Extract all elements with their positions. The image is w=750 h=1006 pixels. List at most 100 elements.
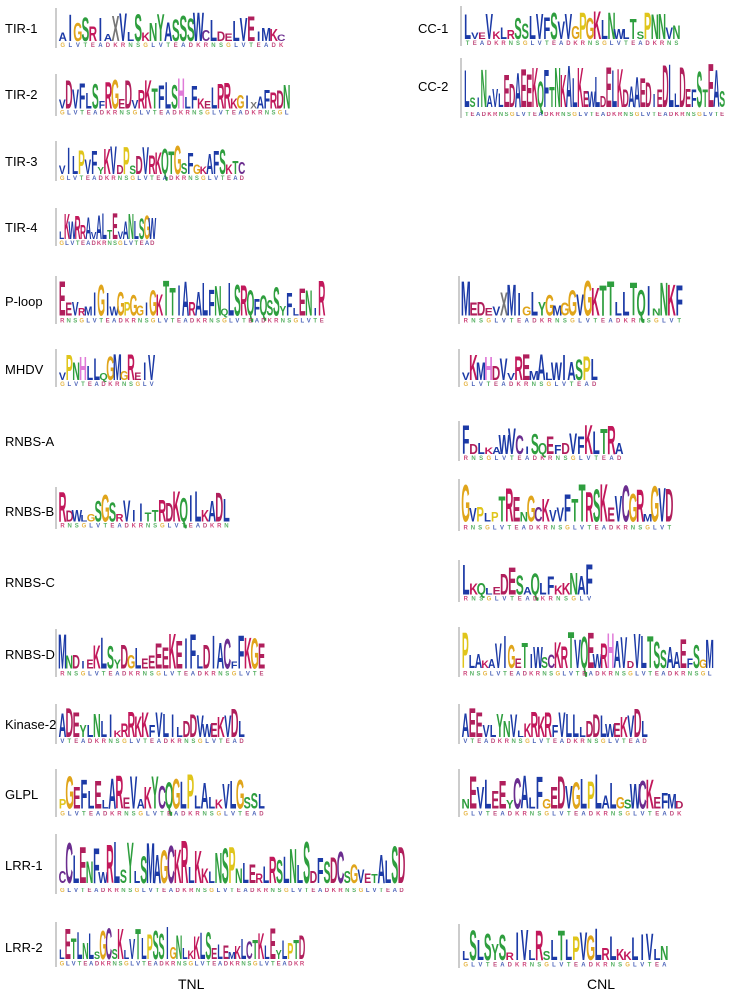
logo-letter-minor: A xyxy=(318,888,323,894)
logo-letter: S xyxy=(181,160,188,178)
motif-label-lrr2: LRR-2 xyxy=(5,940,43,955)
logo-letter-minor: L xyxy=(635,672,639,678)
logo-letter-minor: R xyxy=(524,382,529,388)
logo-letter-minor: E xyxy=(91,43,95,49)
logo-letter: V xyxy=(658,479,666,533)
logo-letter-minor: K xyxy=(101,962,106,968)
logo-letter-minor: L xyxy=(300,319,304,325)
logo-letter-minor: T xyxy=(230,888,234,894)
logo-letter: C xyxy=(277,33,286,43)
logo-letter: K xyxy=(144,780,152,815)
logo-letter: G xyxy=(251,629,259,678)
logo-letter: C xyxy=(158,780,166,816)
logo-letter-minor: D xyxy=(101,888,106,894)
logo-letter-minor: T xyxy=(510,456,514,462)
logo-letter: V xyxy=(565,780,573,816)
logo-letter: Q xyxy=(99,373,107,383)
logo-letter: S xyxy=(171,79,178,117)
logo-letter: S xyxy=(153,924,159,968)
logo-letter-minor: L xyxy=(490,672,494,678)
logo-letter-minor: E xyxy=(108,672,112,678)
logo-letter: T xyxy=(232,158,239,179)
logo-letter-minor: K xyxy=(596,812,601,818)
logo-letter-minor: N xyxy=(120,111,124,117)
logo-letter-minor: D xyxy=(532,319,537,325)
logo-letter-minor: T xyxy=(67,739,71,745)
logo-letter-minor: E xyxy=(631,41,635,47)
logo-letter: V xyxy=(580,926,588,969)
logo-letter: L xyxy=(59,948,65,962)
logo-letter-minor: D xyxy=(95,962,100,968)
logo-letter: L xyxy=(208,869,214,887)
logo-letter-minor: V xyxy=(646,112,650,118)
logo-letter-minor: A xyxy=(264,43,269,49)
logo-letter: V xyxy=(549,507,557,526)
logo-letter-minor: D xyxy=(533,456,538,462)
logo-letter: T xyxy=(599,276,606,325)
logo-letter: K xyxy=(156,289,164,323)
logo-letter-minor: T xyxy=(466,41,470,47)
logo-letter-minor: E xyxy=(88,888,92,894)
logo-letter-minor: V xyxy=(200,962,204,968)
logo-letter-minor: E xyxy=(159,111,163,117)
logo-letter: I xyxy=(477,97,479,111)
logo-letter: K xyxy=(269,25,278,45)
logo-letter-minor: K xyxy=(487,112,492,118)
logo-letter-minor: K xyxy=(677,812,682,818)
logo-letter: L xyxy=(539,581,546,599)
logo-letter-minor: A xyxy=(238,111,243,117)
logo-letter: G xyxy=(87,512,96,524)
logo-letter: C xyxy=(337,843,345,894)
logo-letter-minor: A xyxy=(157,739,162,745)
logo-letter-minor: D xyxy=(88,739,93,745)
logo-letter-minor: V xyxy=(587,597,591,603)
logo-letter-minor: T xyxy=(207,962,211,968)
logo-letter: N xyxy=(214,277,221,325)
logo-letter: L xyxy=(59,230,64,243)
logo-letter-minor: N xyxy=(192,111,196,117)
logo-letter-minor: G xyxy=(544,963,549,969)
logo-letter: A xyxy=(182,271,189,326)
logo-letter-minor: S xyxy=(113,241,117,247)
logo-letter: Q xyxy=(531,567,540,601)
logo-letter-minor: G xyxy=(226,43,231,49)
logo-letter: R xyxy=(80,222,86,244)
logo-letter: D xyxy=(679,55,685,119)
logo-letter: Y xyxy=(80,722,87,741)
logo-letter: P xyxy=(579,5,586,47)
logo-letter: S xyxy=(266,295,273,321)
logo-letter: E xyxy=(469,701,476,746)
logo-letter-minor: N xyxy=(211,43,215,49)
logo-letter: E xyxy=(550,780,558,814)
logo-letter: K xyxy=(117,919,124,969)
logo-letter: E xyxy=(210,719,217,742)
logo-letter-minor: D xyxy=(617,456,622,462)
logo-letter: I xyxy=(562,347,565,389)
logo-letter: I xyxy=(246,92,249,113)
logo-letter-minor: L xyxy=(158,319,162,325)
logo-letter-minor: K xyxy=(230,962,235,968)
logo-letter-minor: L xyxy=(151,43,155,49)
logo-letter-minor: N xyxy=(530,963,534,969)
logo-letter-minor: V xyxy=(660,525,664,531)
logo-letter: I xyxy=(504,627,507,679)
logo-letter: S xyxy=(541,654,548,672)
logo-letter-minor: L xyxy=(573,525,577,531)
logo-letter-minor: T xyxy=(576,672,580,678)
logo-letter: D xyxy=(634,701,642,746)
logo-letter: L xyxy=(88,925,94,968)
logo-letter-minor: K xyxy=(573,41,578,47)
logo-letter: V xyxy=(536,6,543,47)
logo-letter: L xyxy=(595,764,602,819)
logo-letter-minor: R xyxy=(211,672,216,678)
logo-letter-minor: L xyxy=(552,963,556,969)
logo-letter: L xyxy=(622,286,629,323)
logo-letter: V xyxy=(142,140,149,182)
logo-letter-minor: D xyxy=(589,812,594,818)
logo-letter: K xyxy=(217,712,225,744)
logo-letter: T xyxy=(252,935,258,966)
logo-letter-minor: R xyxy=(618,112,623,118)
logo-letter-minor: T xyxy=(313,319,317,325)
logo-letter-minor: G xyxy=(654,319,659,325)
